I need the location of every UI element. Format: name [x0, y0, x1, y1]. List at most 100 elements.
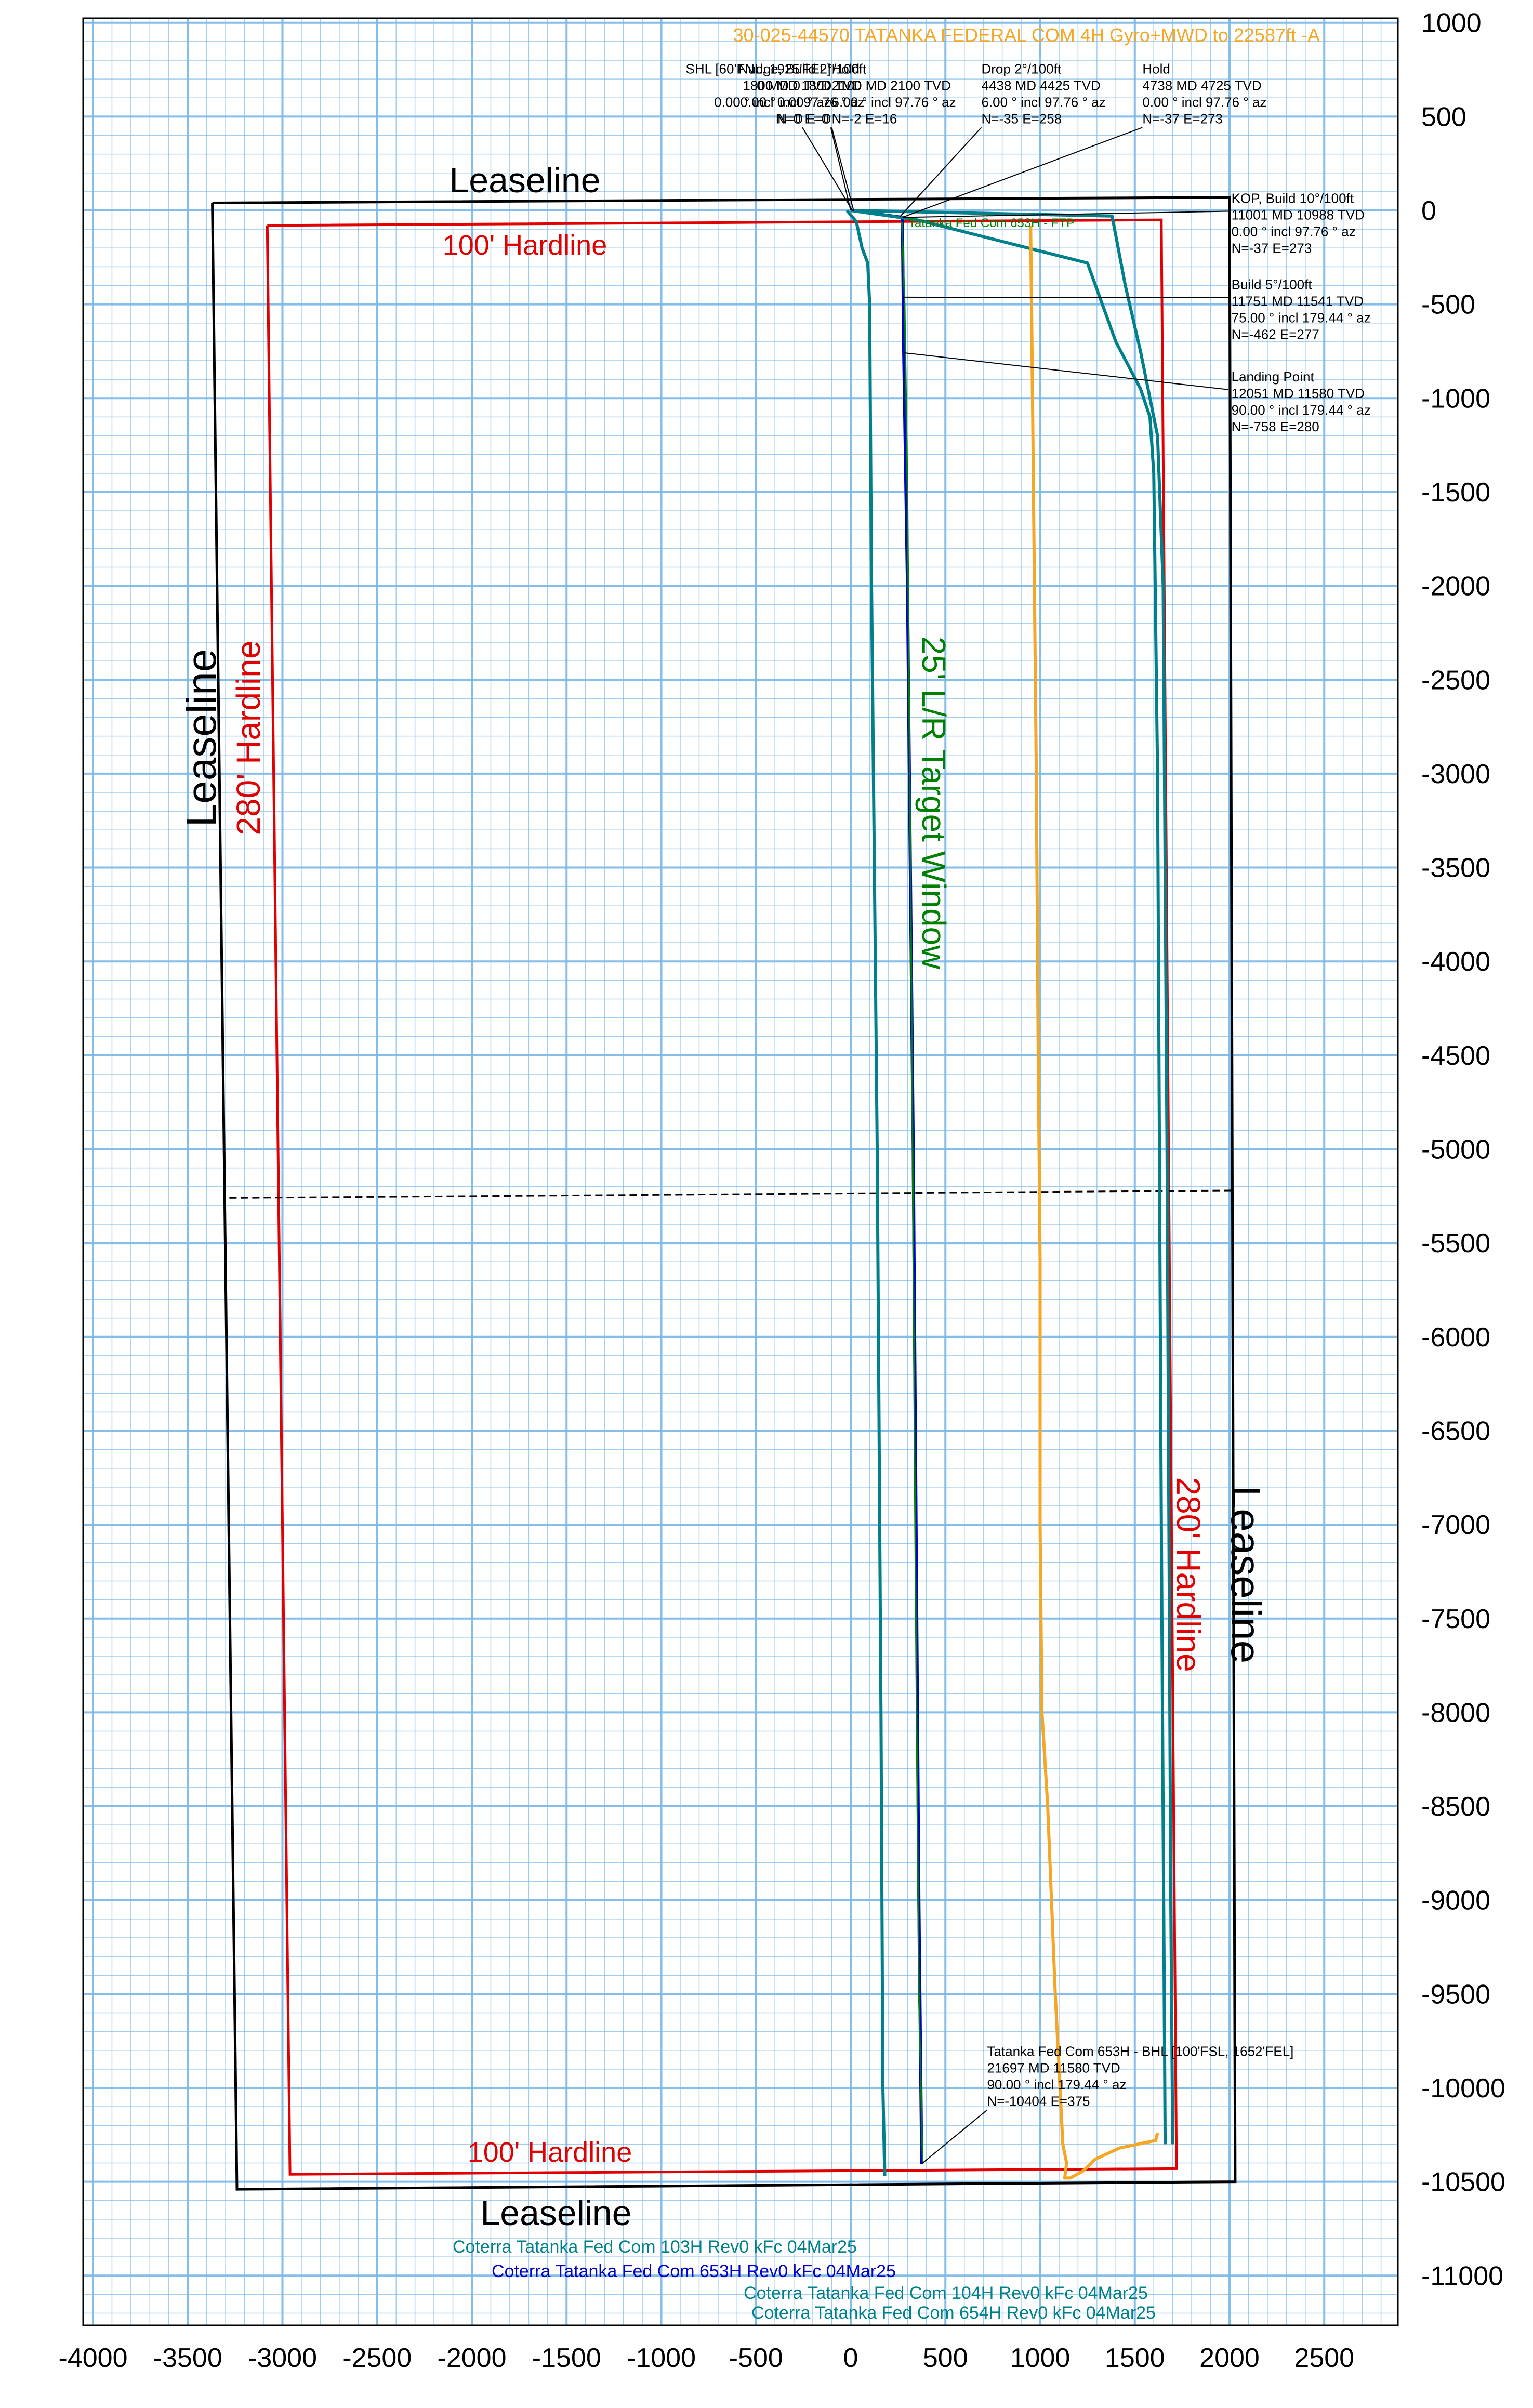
annotation-line: Hold: [1142, 61, 1170, 76]
annotation-line: 0.00 ° incl 97.76 ° az: [741, 94, 865, 110]
annotation-line: Build 5°/100ft: [1232, 277, 1313, 293]
annotation-leaders: [802, 127, 1228, 2164]
annotation-leader: [830, 127, 851, 211]
leaseline-boundary: [211, 196, 1237, 2191]
y-tick-label: -5500: [1421, 1228, 1490, 1259]
y-tick-label: -5000: [1421, 1135, 1490, 1165]
annotation-8: Tatanka Fed Com 653H - BHL [100'FSL, 165…: [987, 2044, 1293, 2109]
y-tick-label: -1000: [1421, 383, 1490, 414]
x-tick-label: 0: [843, 2343, 858, 2373]
annotation-line: N=-37 E=273: [1142, 111, 1223, 126]
annotation-line: N=0 E=0: [777, 111, 831, 126]
x-tick-label: -1500: [532, 2343, 601, 2373]
legend-104h: Coterra Tatanka Fed Com 104H Rev0 kFc 04…: [744, 2283, 1148, 2303]
ftp-label: Tatanka Fed Com 653H - FTP: [908, 216, 1075, 230]
annotation-line: N=-10404 E=375: [987, 2094, 1090, 2109]
annotation-line: 6.00 ° incl 97.76 ° az: [832, 94, 956, 110]
annotation-line: 21697 MD 11580 TVD: [987, 2060, 1120, 2076]
y-tick-label: -10000: [1421, 2073, 1505, 2103]
y-tick-label: -11000: [1421, 2261, 1503, 2291]
annotation-5: KOP, Build 10°/100ft 11001 MD 10988 TVD 0.…: [1232, 191, 1365, 256]
y-tick-label: -9000: [1421, 1886, 1490, 1916]
y-tick-label: -8500: [1421, 1792, 1490, 1822]
annotation-line: 90.00 ° incl 179.44 ° az: [1232, 402, 1371, 418]
annotation-line: Drop 2°/100ft: [982, 61, 1062, 76]
y-tick-label: -6000: [1421, 1322, 1490, 1353]
legend-103h: Coterra Tatanka Fed Com 103H Rev0 kFc 04…: [453, 2237, 857, 2257]
series-line-0: [845, 209, 887, 2176]
annotation-leader: [921, 2109, 988, 2164]
x-tick-label: -3500: [153, 2343, 222, 2373]
annotation-line: N=-2 E=16: [832, 111, 897, 126]
annotation-line: 75.00 ° incl 179.44 ° az: [1232, 310, 1371, 326]
series-layer: [845, 209, 1174, 2180]
annotation-0: SHL [60'FNL, 1925'FEL] 0 MD 0 TVD 0.00 ° i…: [685, 61, 830, 126]
x-tick-label: 2000: [1199, 2343, 1260, 2373]
annotation-line: 2100 MD 2100 TVD: [832, 77, 951, 93]
annotation-leader: [831, 127, 854, 211]
y-tick-label: -6500: [1421, 1416, 1490, 1446]
lease-boundaries: [211, 196, 1237, 2191]
annotation-leader: [899, 127, 982, 218]
annotation-line: N=-758 E=280: [1232, 419, 1319, 434]
x-tick-label: 2500: [1294, 2343, 1354, 2373]
annotation-leader: [802, 127, 853, 211]
series-line-5: [901, 221, 923, 2163]
series-line-3: [850, 209, 1174, 2145]
annotation-6: Build 5°/100ft 11751 MD 11541 TVD 75.00 ° …: [1232, 277, 1371, 342]
y-tick-label: -2000: [1421, 572, 1490, 602]
annotation-line: Landing Point: [1232, 369, 1315, 385]
annotation-line: 0.00 ° incl 97.76 ° az: [1142, 94, 1266, 110]
annotation-leader: [903, 296, 1228, 298]
grid-major: [83, 18, 1398, 2325]
annotation-1: Nudge, Build 2°/100ft 1800 MD 1800 TVD 0.0…: [738, 61, 867, 126]
annotations: SHL [60'FNL, 1925'FEL] 0 MD 0 TVD 0.00 ° i…: [685, 61, 1370, 2109]
x-tick-label: -1000: [627, 2343, 696, 2373]
hardline-left-label: 280' Hardline: [230, 640, 267, 835]
y-tick-label: -4500: [1421, 1041, 1490, 1071]
x-tick-label: -500: [729, 2343, 783, 2373]
y-tick-label: -1500: [1421, 478, 1490, 508]
plot-frame: [82, 17, 1399, 2326]
annotation-line: N=-37 E=273: [1232, 241, 1312, 256]
annotation-7: Landing Point 12051 MD 11580 TVD 90.00 ° i…: [1232, 369, 1371, 434]
annotation-2: Hold 2100 MD 2100 TVD 6.00 ° incl 97.76 ° …: [832, 61, 956, 126]
annotation-4: Hold 4738 MD 4725 TVD 0.00 ° incl 97.76 ° …: [1142, 61, 1266, 126]
leaseline-left-label: Leaseline: [178, 649, 224, 827]
x-tick-label: -3000: [248, 2343, 317, 2373]
y-tick-label: -4000: [1421, 947, 1490, 977]
annotation-line: 4438 MD 4425 TVD: [982, 77, 1101, 93]
x-tick-label: 1500: [1105, 2343, 1165, 2373]
target-window-label: 25' L/R Target Window: [915, 637, 953, 970]
annotation-line: N=-35 E=258: [982, 111, 1062, 126]
legend-653h: Coterra Tatanka Fed Com 653H Rev0 kFc 04…: [492, 2261, 896, 2281]
annotation-3: Drop 2°/100ft 4438 MD 4425 TVD 6.00 ° incl…: [982, 61, 1106, 126]
section-line: [229, 1189, 1232, 1199]
hardline-top-label: 100' Hardline: [443, 230, 607, 261]
annotation-line: N=-462 E=277: [1232, 327, 1319, 342]
annotation-leader: [903, 352, 1228, 390]
tick-labels: -4000 -3500 -3000 -2500 -2000 -1500 -1000 -500 0…: [59, 8, 1505, 2373]
annotation-line: 90.00 ° incl 179.44 ° az: [987, 2077, 1126, 2093]
x-tick-label: -4000: [59, 2343, 128, 2373]
y-tick-label: -2500: [1421, 665, 1490, 695]
annotation-line: 0.00 ° incl 0.00 ° az: [714, 94, 831, 110]
y-tick-label: -10500: [1421, 2167, 1505, 2198]
chart-title: 30-025-44570 TATANKA FEDERAL COM 4H Gyro…: [733, 24, 1320, 46]
annotation-line: Nudge, Build 2°/100ft: [738, 61, 867, 76]
grid-minor: [83, 18, 1398, 2325]
annotation-line: 0.00 ° incl 97.76 ° az: [1232, 224, 1356, 240]
x-tick-label: -2000: [438, 2343, 507, 2373]
y-tick-label: -8000: [1421, 1698, 1490, 1728]
annotation-line: SHL [60'FNL, 1925'FEL]: [685, 61, 830, 76]
series-line-4: [1029, 225, 1159, 2180]
leaseline-bottom-label: Leaseline: [480, 2193, 631, 2233]
annotation-leader: [902, 127, 1143, 218]
x-tick-label: 500: [923, 2343, 968, 2373]
annotation-line: Hold: [832, 61, 860, 76]
y-tick-label: -9500: [1421, 1979, 1490, 2009]
series-line-2: [850, 209, 1167, 2145]
hardline-boundary: [266, 218, 1178, 2176]
y-tick-label: 500: [1421, 102, 1466, 132]
